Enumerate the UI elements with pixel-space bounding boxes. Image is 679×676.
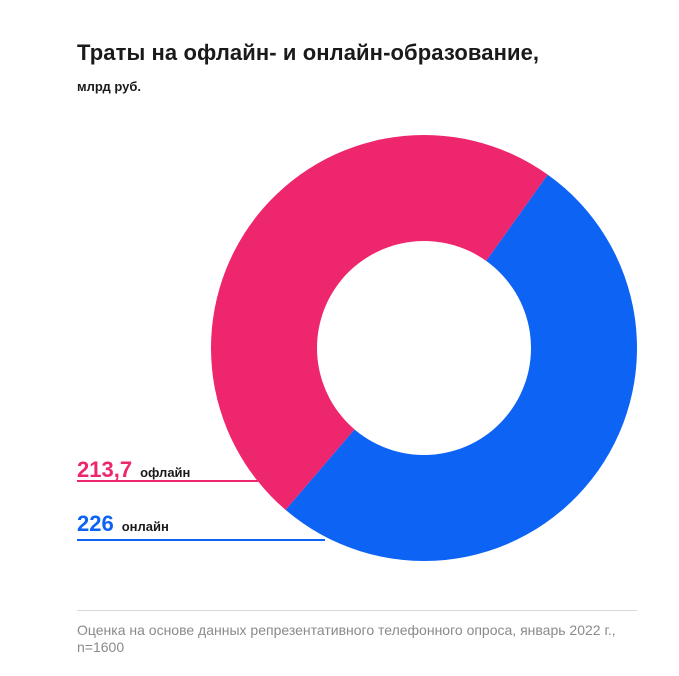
leader-lines [77,480,325,541]
footnote: Оценка на основе данных репрезентативног… [77,622,616,655]
donut-slices [210,134,637,561]
footnote-divider [77,610,637,611]
chart-subtitle: млрд руб. [77,79,141,94]
slice-online [285,174,637,561]
data-label-name-online: онлайн [122,519,169,534]
data-label-value-online: 226 [77,511,114,536]
slice-offline [210,134,548,510]
data-label-value-offline: 213,7 [77,457,132,482]
data-labels: 213,7 офлайн 226 онлайн [77,457,190,536]
chart-title: Траты на офлайн- и онлайн-образование, [77,40,540,65]
donut-chart: 213,7 офлайн 226 онлайн [77,134,637,561]
data-label-name-offline: офлайн [140,465,190,480]
